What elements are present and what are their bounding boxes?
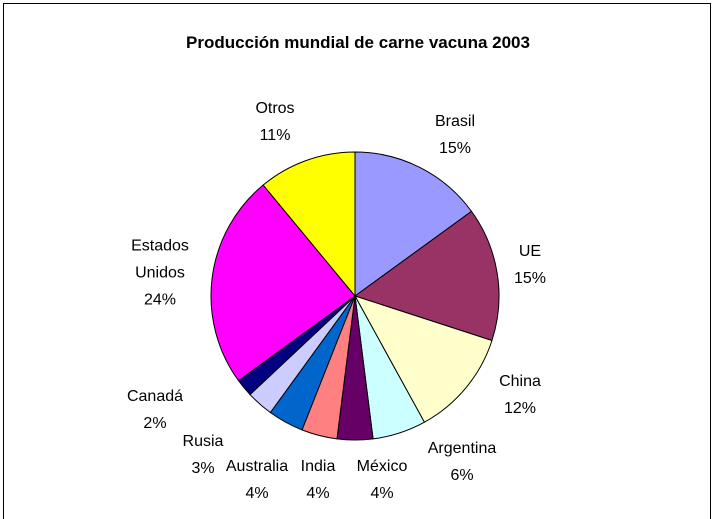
slice-value: 6% <box>450 467 474 484</box>
slice-label: México 4% <box>356 453 408 507</box>
slice-label: India 4% <box>300 453 336 507</box>
slice-label: Australia 4% <box>225 453 289 507</box>
slice-value: 12% <box>503 400 537 417</box>
slice-label: Argentina 6% <box>427 435 497 489</box>
slice-label: UE 15% <box>513 238 547 292</box>
slice-name: UE <box>518 243 542 260</box>
chart-frame <box>3 3 711 519</box>
slice-label: Rusia 3% <box>182 428 224 482</box>
slice-name: México <box>356 458 408 475</box>
slice-label: Estados Unidos 24% <box>120 232 200 314</box>
pie-slice <box>262 151 356 298</box>
slice-label: China 12% <box>499 368 541 422</box>
slice-name: Australia <box>225 458 289 475</box>
slice-name: India <box>300 458 336 475</box>
slice-label: Brasil 15% <box>434 108 476 162</box>
pie-slice <box>353 295 493 423</box>
slice-value: 11% <box>259 127 291 144</box>
slice-label: Otros 11% <box>255 95 295 149</box>
slice-value: 3% <box>191 460 215 477</box>
slice-name: Otros <box>255 100 295 117</box>
pie-slice <box>354 151 473 297</box>
slice-value: 15% <box>513 270 547 287</box>
slice-value: 2% <box>143 415 167 432</box>
slice-label: Canadá 2% <box>126 383 184 437</box>
slice-value: 24% <box>143 291 177 309</box>
slice-value: 4% <box>245 485 269 502</box>
slice-name: China <box>499 373 541 390</box>
slice-value: 4% <box>306 485 330 502</box>
chart-title: Producción mundial de carne vacuna 2003 <box>186 33 530 52</box>
pie-slice <box>353 210 500 342</box>
slice-name: Brasil <box>434 113 476 130</box>
slice-name: Canadá <box>126 388 184 405</box>
slice-name: Argentina <box>427 440 497 457</box>
slice-name: Rusia <box>182 433 224 450</box>
slice-value: 15% <box>438 140 472 157</box>
slice-value: 4% <box>370 485 394 502</box>
pie-slice <box>210 184 356 382</box>
slice-name: Estados Unidos <box>131 237 189 282</box>
